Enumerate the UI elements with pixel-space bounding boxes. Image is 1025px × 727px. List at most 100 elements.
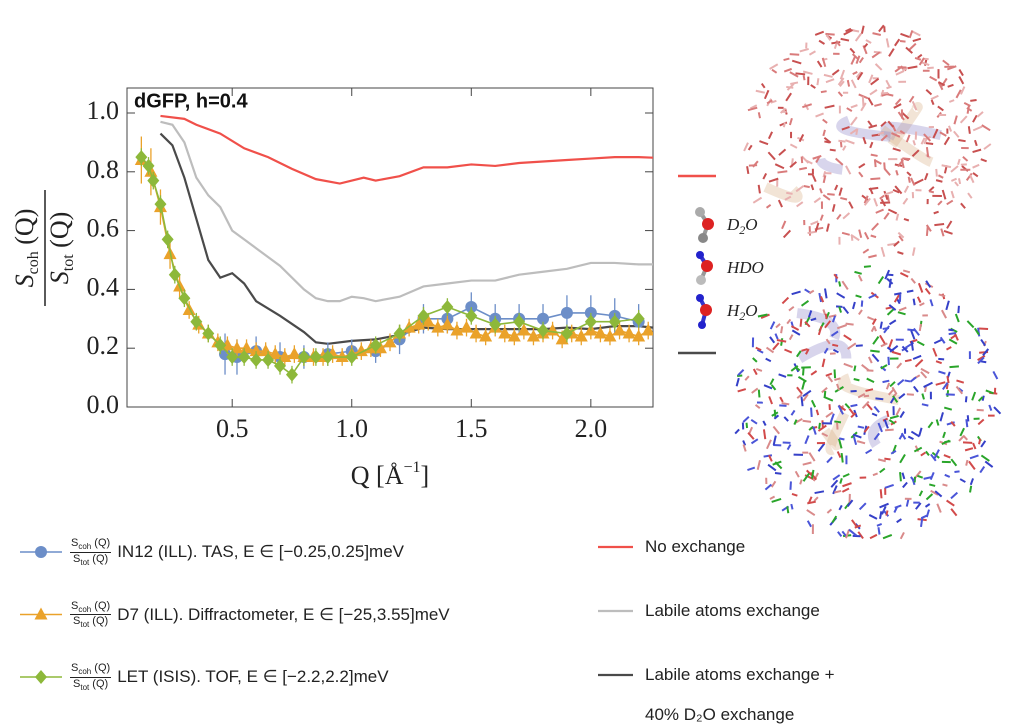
water-stick [967, 126, 971, 134]
water-stick [892, 147, 901, 152]
water-stick [744, 375, 750, 381]
water-stick [909, 376, 917, 383]
water-stick [938, 293, 946, 298]
water-stick [838, 437, 845, 441]
water-stick [818, 422, 821, 429]
water-stick [853, 365, 857, 372]
water-stick [863, 265, 872, 268]
water-stick [747, 466, 756, 472]
water-stick [850, 104, 858, 109]
water-stick [940, 228, 945, 237]
water-stick [771, 497, 782, 503]
water-stick [778, 148, 787, 156]
water-stick [804, 320, 811, 328]
water-stick [848, 201, 854, 209]
water-stick [919, 302, 925, 307]
ribbon [879, 125, 934, 167]
marker [168, 267, 181, 282]
water-stick [840, 37, 850, 42]
series-line [160, 114, 653, 185]
water-stick [863, 394, 870, 398]
water-stick [802, 389, 812, 397]
water-stick [766, 439, 772, 450]
water-stick [950, 334, 956, 340]
water-stick [993, 406, 1002, 415]
water-stick [979, 466, 986, 474]
water-stick [898, 393, 906, 400]
water-stick [847, 342, 857, 350]
water-stick [747, 432, 755, 440]
water-stick [774, 472, 782, 475]
water-stick [814, 30, 825, 36]
water-stick [789, 71, 799, 78]
water-stick [943, 454, 951, 459]
legend-label: No exchange [645, 537, 746, 556]
water-stick [836, 213, 842, 220]
water-stick [855, 344, 863, 347]
water-stick [844, 403, 851, 409]
legend-label: Labile atoms exchange + 40% D₂O exchange [645, 665, 835, 724]
water-stick [833, 43, 838, 49]
water-stick [788, 117, 793, 126]
water-stick [845, 529, 850, 539]
molecule-sub: 2 [739, 223, 745, 237]
water-stick [860, 300, 864, 307]
water-stick [808, 452, 816, 462]
water-stick [954, 181, 959, 187]
water-stick [849, 128, 858, 135]
water-stick [836, 324, 848, 330]
water-stick [969, 485, 973, 493]
water-stick [815, 112, 824, 118]
water-stick [802, 461, 812, 466]
water-stick [983, 143, 992, 150]
water-stick [921, 393, 925, 400]
water-stick [980, 158, 987, 163]
water-stick [757, 389, 761, 398]
water-stick [773, 414, 780, 420]
water-stick [791, 290, 801, 296]
marker [383, 335, 397, 348]
water-stick [842, 473, 850, 478]
water-stick [958, 139, 966, 143]
water-stick [970, 98, 977, 102]
marker [154, 197, 167, 212]
water-stick [887, 356, 890, 366]
water-stick [788, 305, 795, 312]
water-stick [883, 190, 889, 201]
water-stick [825, 338, 831, 345]
water-stick [774, 461, 783, 470]
water-stick [745, 422, 749, 429]
water-stick [974, 139, 978, 147]
water-stick [867, 97, 874, 106]
water-stick [833, 369, 837, 379]
water-stick [925, 224, 932, 232]
water-stick [873, 432, 880, 441]
water-stick [902, 269, 911, 274]
water-stick [865, 448, 873, 455]
water-stick [768, 454, 773, 462]
water-stick [845, 165, 852, 175]
ribbon [763, 182, 803, 203]
water-stick [946, 421, 955, 426]
water-stick [789, 53, 800, 56]
marker [560, 326, 573, 341]
water-stick [906, 289, 914, 293]
water-stick [879, 321, 883, 329]
water-stick [850, 56, 856, 65]
water-stick [799, 318, 803, 327]
fraction-sub: coh [78, 542, 92, 552]
water-stick [957, 305, 960, 314]
water-stick [771, 68, 778, 74]
water-stick [869, 533, 878, 540]
water-stick [895, 70, 905, 76]
water-stick [967, 192, 973, 199]
fraction-main: S [73, 552, 81, 565]
water-stick [868, 293, 877, 299]
marker [274, 358, 287, 373]
water-stick [852, 71, 858, 76]
water-stick [845, 139, 855, 145]
water-stick [819, 296, 825, 303]
water-stick [838, 306, 842, 313]
water-stick [856, 440, 866, 445]
water-stick [737, 388, 747, 393]
